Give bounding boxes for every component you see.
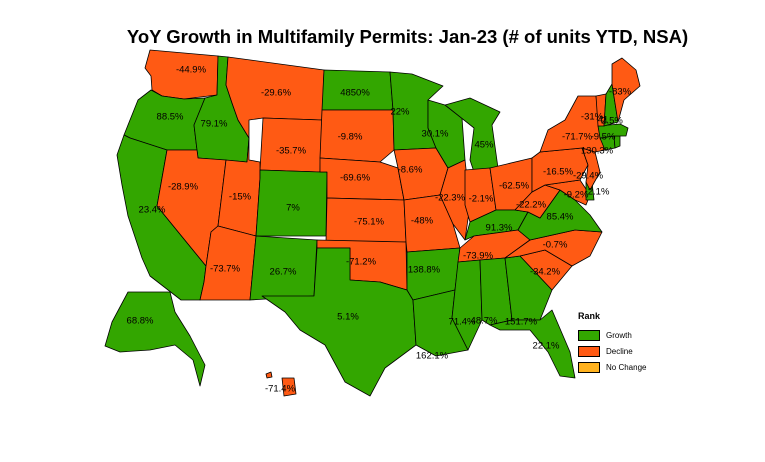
state-label-KY: 91.3% bbox=[486, 223, 513, 234]
state-label-MI: 45% bbox=[474, 140, 494, 151]
state-label-WY: -35.7% bbox=[276, 146, 307, 157]
state-AK[interactable] bbox=[104, 291, 206, 387]
state-label-SD: -9.8% bbox=[338, 132, 363, 143]
state-label-MS: 71.4% bbox=[449, 317, 476, 328]
legend-label-no-change: No Change bbox=[606, 362, 647, 372]
state-label-MA: 2.5% bbox=[601, 116, 623, 127]
state-ME[interactable] bbox=[611, 57, 641, 123]
state-label-MO: -48% bbox=[411, 216, 434, 227]
state-label-GA: 151.7% bbox=[505, 317, 538, 328]
state-HI-island[interactable] bbox=[265, 371, 273, 379]
state-FL[interactable] bbox=[489, 309, 576, 379]
state-label-ID: 79.1% bbox=[201, 119, 228, 130]
state-MA[interactable] bbox=[597, 123, 629, 139]
state-label-OH: -62.5% bbox=[499, 181, 530, 192]
state-label-NY: -71.7% bbox=[562, 132, 593, 143]
state-label-TX: 5.1% bbox=[337, 312, 359, 323]
state-label-SC: -34.2% bbox=[530, 267, 561, 278]
map-title: YoY Growth in Multifamily Permits: Jan-2… bbox=[126, 26, 689, 47]
state-label-WI: 30.1% bbox=[422, 129, 449, 140]
state-NY[interactable] bbox=[539, 95, 606, 153]
state-label-WA: -44.9% bbox=[176, 65, 207, 76]
state-label-NC: -0.7% bbox=[543, 240, 568, 251]
state-label-DE: -2.1% bbox=[585, 187, 610, 198]
state-label-HI: -71.4% bbox=[265, 384, 296, 395]
state-label-CT: 130.3% bbox=[581, 146, 614, 157]
state-label-IL: -22.3% bbox=[435, 193, 466, 204]
legend-swatch-growth bbox=[578, 329, 600, 341]
state-label-AK: 68.8% bbox=[127, 316, 154, 327]
map-legend: Rank Growth Decline No Change bbox=[578, 311, 646, 375]
state-label-OK: -71.2% bbox=[346, 257, 377, 268]
state-label-ND: 4850% bbox=[340, 88, 370, 99]
legend-swatch-decline bbox=[578, 345, 600, 357]
state-label-IA: -8.6% bbox=[398, 165, 423, 176]
legend-swatch-no-change bbox=[578, 361, 600, 373]
legend-label-growth: Growth bbox=[606, 330, 632, 340]
state-label-VT: -31% bbox=[581, 112, 604, 123]
state-label-WV: -22.2% bbox=[516, 200, 547, 211]
legend-item-no-change: No Change bbox=[578, 359, 646, 375]
state-label-OR: 88.5% bbox=[157, 112, 184, 123]
state-label-FL: 22.1% bbox=[533, 341, 560, 352]
state-label-PA: -16.5% bbox=[543, 167, 574, 178]
state-label-NH: 41 bbox=[598, 115, 609, 126]
state-HI[interactable] bbox=[281, 377, 297, 397]
state-label-CA: 23.4% bbox=[139, 205, 166, 216]
legend-item-decline: Decline bbox=[578, 343, 646, 359]
state-label-ME: -83% bbox=[609, 87, 632, 98]
state-label-KS: -75.1% bbox=[354, 217, 385, 228]
state-label-TN: -73.9% bbox=[463, 251, 494, 262]
state-label-VA: 85.4% bbox=[547, 212, 574, 223]
state-label-UT: -15% bbox=[229, 192, 252, 203]
state-label-AZ: -73.7% bbox=[210, 264, 241, 275]
state-label-NJ: -29.4% bbox=[573, 171, 604, 182]
state-label-AL: 48.7% bbox=[471, 316, 498, 327]
state-label-AR: 138.8% bbox=[408, 265, 441, 276]
state-label-LA: 162.1% bbox=[416, 351, 449, 362]
state-label-MD: -9.2% bbox=[564, 190, 589, 201]
state-SD[interactable] bbox=[319, 109, 395, 163]
state-label-NM: 26.7% bbox=[270, 267, 297, 278]
legend-label-decline: Decline bbox=[606, 346, 633, 356]
legend-title: Rank bbox=[578, 311, 601, 321]
state-label-MT: -29.6% bbox=[261, 88, 292, 99]
legend-item-growth: Growth bbox=[578, 327, 646, 343]
state-label-NV: -28.9% bbox=[168, 182, 199, 193]
state-label-RI: -9.5% bbox=[591, 132, 616, 143]
state-label-CO: 7% bbox=[286, 203, 300, 214]
state-TX[interactable] bbox=[261, 247, 417, 397]
state-label-NE: -69.6% bbox=[340, 173, 371, 184]
state-label-IN: -2.1% bbox=[469, 194, 494, 205]
state-label-MN: 22% bbox=[390, 107, 410, 118]
